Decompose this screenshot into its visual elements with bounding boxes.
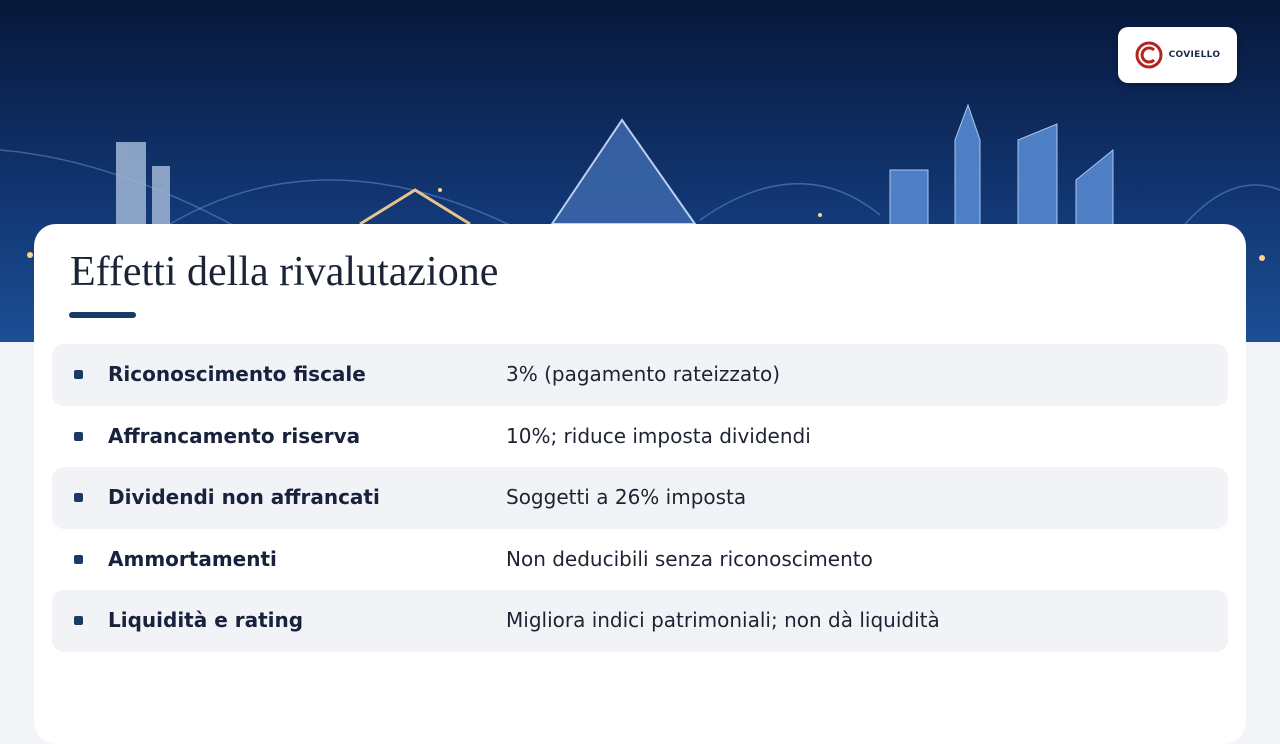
row-value: 3% (pagamento rateizzato) <box>506 362 781 386</box>
bullet <box>74 370 83 379</box>
row-label: Dividendi non affrancati <box>108 485 380 510</box>
slide-title: Effetti della rivalutazione <box>70 249 499 295</box>
row-label: Liquidità e rating <box>108 608 304 633</box>
title-underline <box>69 312 136 318</box>
bullet <box>74 554 83 564</box>
bullet <box>74 616 83 626</box>
table-row: Ammortamenti Non deducibili senza riconos… <box>52 529 1228 591</box>
row-value: 10%; riduce imposta dividendi <box>506 423 811 448</box>
table-row: Liquidità e rating Migliora indici patrim… <box>52 590 1228 652</box>
table-row: Riconoscimento fiscale 3% (pagamento rate… <box>52 344 1228 406</box>
row-label: Ammortamenti <box>108 546 277 571</box>
logo: COVIELLO <box>1118 27 1237 83</box>
content-card: Effetti della rivalutazione Riconoscimen… <box>34 224 1246 744</box>
row-value: Migliora indici patrimoniali; non dà liq… <box>506 608 940 633</box>
logo-icon <box>1135 41 1163 69</box>
row-value: Non deducibili senza riconoscimento <box>506 546 873 571</box>
logo-name: COVIELLO <box>1168 50 1221 60</box>
table-row: Dividendi non affrancati Soggetti a 26% i… <box>52 467 1228 529</box>
table-row: Affrancamento riserva 10%; riduce imposta… <box>52 406 1228 468</box>
rows-list: Riconoscimento fiscale 3% (pagamento rate… <box>52 344 1228 652</box>
bullet <box>74 431 83 441</box>
bullet <box>74 493 83 503</box>
row-label: Affrancamento riserva <box>108 423 361 448</box>
row-value: Soggetti a 26% imposta <box>506 485 747 510</box>
row-label: Riconoscimento fiscale <box>108 362 366 386</box>
